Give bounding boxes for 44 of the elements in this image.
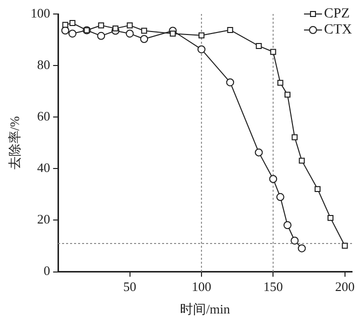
point	[283, 221, 292, 230]
point	[298, 244, 306, 252]
point	[292, 134, 298, 140]
point	[277, 80, 284, 86]
x-tick-label: 50	[123, 279, 136, 294]
x-tick-label: 100	[192, 279, 212, 294]
point	[68, 30, 76, 38]
x-tick-label: 200	[335, 279, 355, 294]
point	[62, 22, 68, 28]
x-tick-label: 150	[263, 279, 283, 294]
y-tick-label: 20	[37, 212, 50, 227]
point	[314, 186, 321, 192]
point	[197, 45, 206, 54]
y-axis-title: 去除率/%	[7, 116, 22, 170]
point	[290, 236, 299, 245]
y-tick-label: 60	[37, 108, 50, 124]
y-tick-label: 40	[37, 160, 50, 176]
legend-label: CTX	[324, 22, 352, 38]
point	[256, 42, 262, 49]
point	[170, 30, 176, 37]
point	[298, 158, 305, 164]
y-tick-label: 100	[30, 5, 50, 20]
point	[227, 27, 234, 33]
point	[198, 32, 204, 38]
point	[97, 32, 106, 40]
y-tick-label: 80	[37, 56, 50, 72]
point	[126, 30, 134, 38]
point	[328, 214, 334, 221]
point	[126, 22, 133, 28]
point	[269, 174, 278, 183]
point	[69, 20, 76, 26]
x-axis-title: 时间/min	[180, 302, 230, 317]
point	[141, 28, 148, 34]
point	[276, 193, 284, 202]
point	[112, 25, 118, 32]
point	[342, 242, 348, 249]
point	[226, 78, 234, 86]
point	[270, 48, 276, 55]
point	[98, 22, 104, 28]
point	[140, 35, 148, 44]
y-tick-label: 0	[44, 263, 50, 278]
point	[254, 148, 263, 156]
legend-label: CPZ	[324, 6, 350, 22]
point	[284, 92, 290, 98]
